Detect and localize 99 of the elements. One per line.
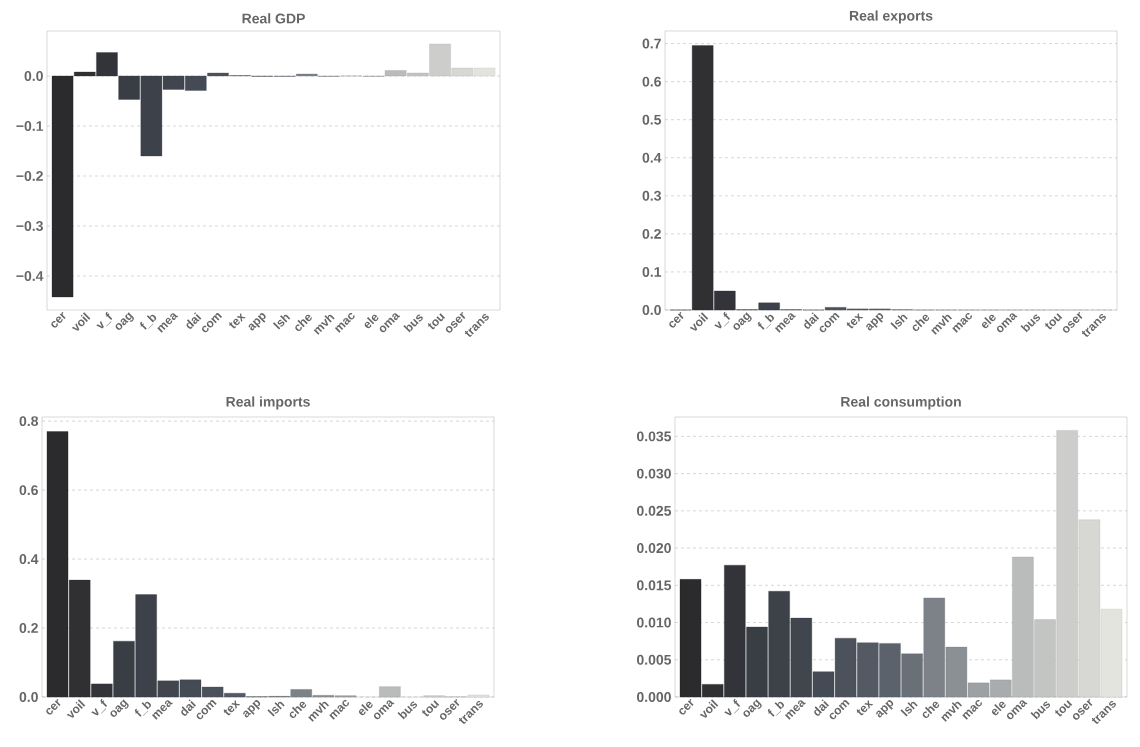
y-tick-label: 0.4	[642, 152, 662, 163]
x-tick-label: ele	[358, 701, 373, 716]
x-tick-label: com	[196, 700, 217, 720]
x-tick-label: f_b	[757, 314, 774, 330]
y-tick-label: 0.6	[19, 485, 38, 496]
y-tick-label: 0.6	[642, 76, 661, 87]
x-tick-label: cer	[51, 311, 66, 328]
x-tick-label: oag	[733, 312, 752, 330]
x-tick-label: oma	[379, 313, 401, 333]
y-tick-label: 0.5	[642, 114, 662, 125]
x-tick-label: voil	[71, 312, 91, 331]
chart-title: Real exports	[849, 10, 933, 24]
y-tick-label: 0.3	[642, 190, 661, 201]
x-tick-label: tex	[856, 699, 874, 716]
x-tick-label: tex	[229, 312, 246, 329]
x-tick-label: mac	[329, 700, 349, 720]
y-tick-label: 0.000	[636, 692, 671, 702]
x-tick-label: oma	[1006, 700, 1028, 720]
y-tick-label: 0.0	[642, 305, 661, 315]
x-tick-label: tex	[223, 699, 241, 716]
x-tick-label: tou	[422, 700, 440, 717]
x-tick-label: dai	[186, 312, 202, 329]
x-tick-label: oma	[996, 313, 1018, 333]
x-tick-label: bus	[1020, 314, 1041, 333]
y-tick-label: 0.025	[636, 505, 672, 516]
x-tick-label: voil	[699, 699, 719, 718]
x-tick-label: voil	[689, 312, 709, 331]
y-tick-label: −0.1	[16, 121, 44, 131]
x-tick-label: mvh	[313, 314, 335, 335]
x-tick-label: che	[922, 701, 940, 719]
x-tick-label: com	[829, 700, 850, 720]
x-tick-label: mea	[151, 700, 173, 720]
x-tick-label: com	[819, 313, 840, 333]
x-tick-label: mac	[962, 700, 982, 720]
x-tick-label: com	[202, 313, 223, 333]
x-tick-label: mea	[774, 313, 796, 333]
y-tick-label: 0.0	[24, 71, 43, 81]
x-tick-label: ele	[364, 314, 379, 329]
y-tick-label: −0.2	[16, 171, 43, 181]
x-tick-label: dai	[181, 699, 196, 716]
x-tick-label: lsh	[900, 701, 918, 717]
x-tick-label: che	[912, 314, 930, 332]
y-tick-label: 0.2	[19, 623, 38, 633]
x-tick-label: ele	[981, 314, 996, 329]
y-tick-label: 0.8	[19, 416, 39, 427]
x-tick-label: v_f	[714, 311, 731, 329]
x-tick-label: app	[248, 313, 266, 331]
y-tick-label: 0.7	[642, 38, 661, 49]
x-tick-label: lsh	[272, 314, 291, 330]
x-tick-label: cer	[46, 698, 61, 715]
x-tick-label: tex	[846, 312, 864, 329]
y-tick-label: 0.035	[636, 431, 672, 442]
x-tick-label: ele	[991, 701, 1006, 716]
x-tick-label: bus	[403, 314, 423, 333]
y-tick-label: −0.3	[16, 221, 43, 231]
x-tick-label: tou	[427, 313, 446, 330]
x-tick-label: bus	[397, 701, 418, 720]
x-tick-label: app	[866, 313, 884, 331]
x-tick-label: tou	[1045, 313, 1063, 330]
x-tick-label: mea	[784, 700, 806, 720]
y-tick-label: 0.0	[19, 692, 38, 702]
x-tick-label: app	[243, 700, 261, 718]
x-tick-label: mac	[334, 313, 355, 333]
y-tick-label: 0.1	[642, 266, 662, 277]
x-tick-label: oag	[743, 699, 762, 717]
x-tick-label: v_f	[724, 698, 741, 716]
x-tick-label: f_b	[134, 701, 151, 717]
y-tick-label: 0.030	[636, 468, 671, 479]
y-tick-label: 0.020	[636, 543, 671, 554]
x-tick-label: oag	[110, 699, 129, 717]
x-tick-label: voil	[66, 699, 86, 718]
x-tick-label: v_f	[91, 698, 108, 716]
x-tick-label: che	[295, 314, 312, 332]
x-tick-label: dai	[814, 699, 830, 716]
x-tick-label: che	[289, 701, 307, 719]
x-tick-label: f_b	[767, 701, 784, 717]
x-tick-label: lsh	[890, 314, 908, 330]
x-tick-label: mac	[952, 313, 972, 333]
x-tick-label: v_f	[96, 311, 113, 329]
x-tick-label: app	[876, 700, 894, 718]
x-tick-label: cer	[679, 698, 694, 715]
x-tick-label: oma	[373, 700, 395, 720]
chart-title: Real GDP	[242, 13, 305, 24]
x-tick-label: tou	[1055, 700, 1073, 717]
x-tick-label: bus	[1030, 701, 1051, 720]
x-tick-label: lsh	[267, 701, 285, 717]
y-tick-label: 0.015	[636, 580, 672, 591]
chart-title: Real consumption	[841, 396, 961, 410]
chart-title: Real imports	[226, 396, 310, 410]
x-tick-label: oag	[115, 312, 134, 330]
y-tick-label: 0.2	[642, 228, 661, 239]
y-tick-label: −0.4	[16, 271, 44, 281]
y-tick-label: 0.010	[636, 617, 671, 628]
x-tick-label: mea	[157, 313, 179, 333]
y-tick-label: 0.4	[19, 554, 39, 565]
x-tick-label: dai	[804, 312, 820, 329]
y-tick-label: 0.005	[636, 654, 672, 665]
x-tick-label: cer	[669, 311, 684, 328]
x-tick-label: f_b	[140, 314, 157, 330]
